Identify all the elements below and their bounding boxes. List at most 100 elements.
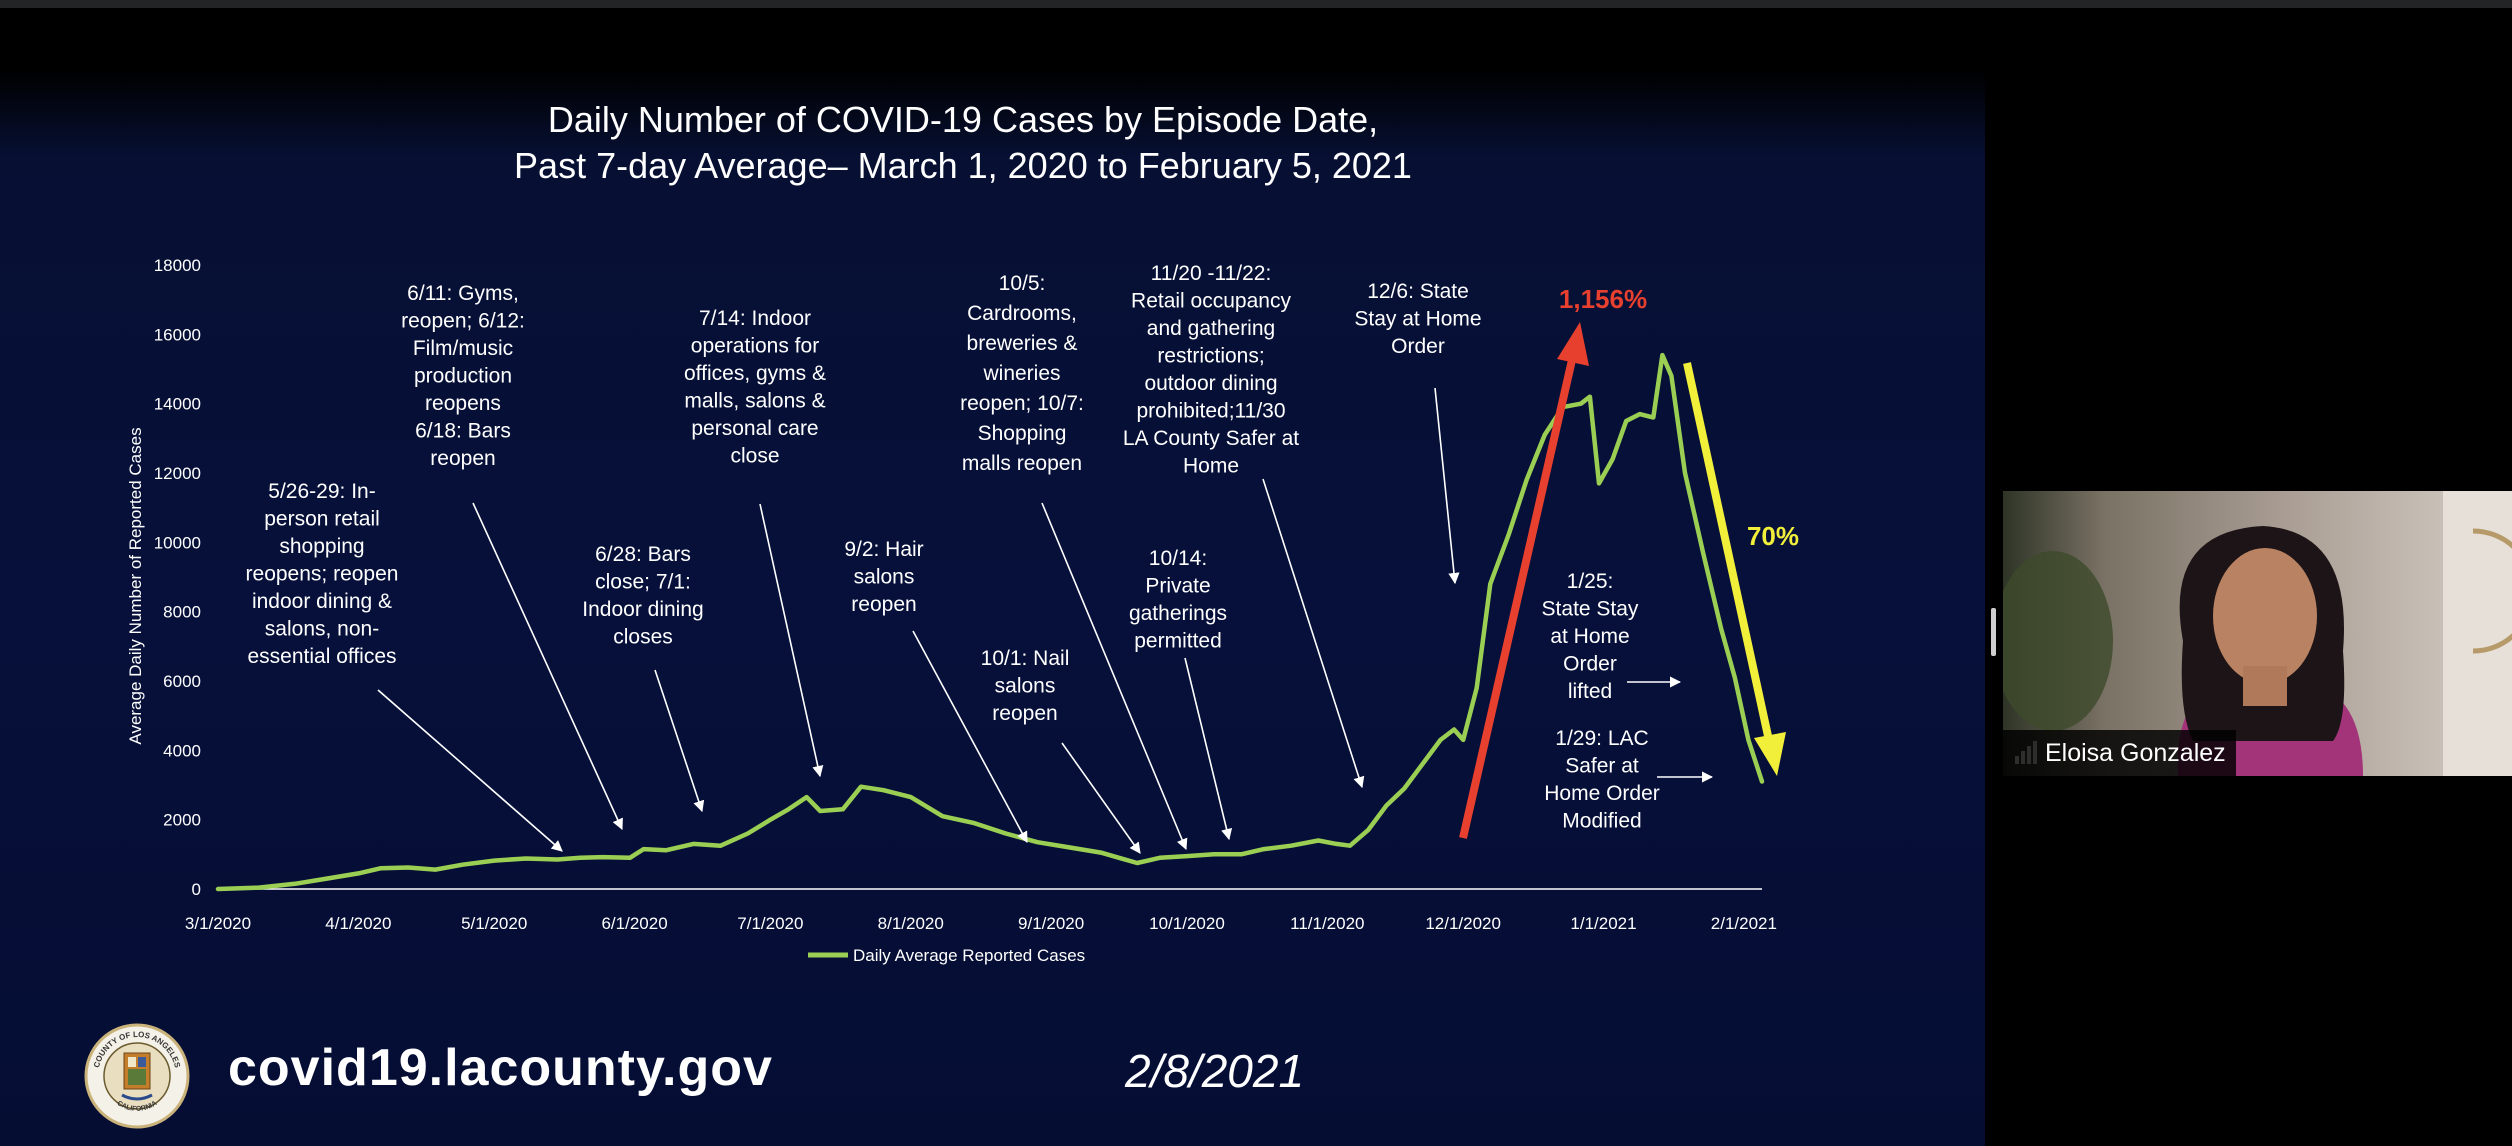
- annotation-line: close; 7/1:: [595, 571, 691, 594]
- y-tick-label: 18000: [154, 256, 201, 275]
- annotation-line: reopen; 6/12:: [401, 310, 525, 333]
- annotation-line: and gathering: [1147, 317, 1275, 340]
- annotation-line: Cardrooms,: [967, 302, 1077, 325]
- panel-resize-handle[interactable]: [1991, 608, 1996, 656]
- annotation-line: permitted: [1134, 630, 1222, 653]
- annotation-line: person retail: [264, 508, 380, 531]
- annotation-line: salons, non-: [265, 618, 379, 641]
- y-tick-label: 0: [192, 880, 201, 899]
- annotation-line: reopens: [425, 392, 501, 415]
- annotation-line: Home Order: [1544, 782, 1660, 805]
- increase-arrow-shaft: [1459, 359, 1576, 839]
- annotation-line: 12/6: State: [1367, 280, 1469, 303]
- annotation-line: Indoor dining: [582, 598, 703, 621]
- annotation-arrow: [1041, 502, 1188, 851]
- annotation-arrow: [1061, 742, 1141, 854]
- annotation-line: Stay at Home: [1354, 308, 1481, 331]
- x-tick-label: 4/1/2020: [325, 914, 391, 933]
- annotation-line: 10/5:: [999, 272, 1046, 295]
- annotation-line: operations for: [691, 335, 819, 358]
- x-tick-label: 12/1/2020: [1425, 914, 1501, 933]
- annotation-arrow: [912, 630, 1028, 843]
- annotation-line: prohibited;11/30: [1136, 400, 1285, 423]
- participant-name-label: Eloisa Gonzalez: [2003, 730, 2236, 776]
- county-seal-logo: COUNTY OF LOS ANGELES CALIFORNIA: [84, 1023, 190, 1129]
- x-tick-label: 8/1/2020: [878, 914, 944, 933]
- annotation-line: 1/25:: [1567, 570, 1614, 593]
- annotation-11: 1/29: LAC Safer at Home Order Modified: [1544, 727, 1714, 833]
- annotation-line: reopen; 10/7:: [960, 392, 1084, 415]
- annotation-line: outdoor dining: [1144, 372, 1277, 395]
- participant-video-tile[interactable]: Eloisa Gonzalez: [2003, 491, 2512, 776]
- top-bar: [0, 0, 2512, 8]
- y-tick-label: 8000: [163, 603, 201, 622]
- annotation-line: 6/18: Bars: [415, 420, 511, 443]
- series-line-daily-average: [215, 352, 1765, 892]
- annotation-line: reopen: [992, 702, 1057, 725]
- x-tick-label: 1/1/2021: [1570, 914, 1636, 933]
- decrease-arrow-shaft: [1683, 362, 1772, 737]
- annotation-9: 12/6: State Stay at Home Order: [1354, 280, 1482, 585]
- decrease-arrow-head: [1754, 732, 1786, 776]
- y-tick-label: 6000: [163, 672, 201, 691]
- annotation-line: personal care: [691, 417, 818, 440]
- annotation-7: 10/14: Private gatherings permitted: [1129, 547, 1233, 841]
- y-tick-label: 12000: [154, 464, 201, 483]
- x-tick-label: 3/1/2020: [185, 914, 251, 933]
- annotation-line: offices, gyms &: [684, 362, 826, 385]
- slide-date: 2/8/2021: [1125, 1045, 1305, 1097]
- annotation-line: Home: [1183, 455, 1239, 478]
- x-tick-label: 10/1/2020: [1149, 914, 1225, 933]
- annotation-line: malls reopen: [962, 452, 1082, 475]
- y-axis-title: Average Daily Number of Reported Cases: [126, 427, 145, 744]
- chart-annotations: 5/26-29: In-person retailshoppingreopens…: [246, 262, 1714, 854]
- increase-arrow-head: [1557, 322, 1589, 366]
- annotation-line: production: [414, 365, 512, 388]
- x-tick-label: 6/1/2020: [601, 914, 667, 933]
- annotation-line: salons: [854, 566, 915, 589]
- annotation-line: 11/20 -11/22:: [1151, 262, 1272, 285]
- annotation-5: 10/1: Nail salons reopen: [981, 647, 1141, 854]
- x-tick-label: 11/1/2020: [1290, 914, 1364, 933]
- chart-title-line-1: Past 7-day Average– March 1, 2020 to Feb…: [514, 145, 1412, 186]
- y-axis-label: Average Daily Number of Reported Cases: [126, 427, 145, 744]
- y-tick-label: 2000: [163, 811, 201, 830]
- annotation-line: 10/1: Nail: [981, 647, 1070, 670]
- chart-title: Daily Number of COVID-19 Cases by Episod…: [514, 99, 1412, 186]
- annotation-line: 6/11: Gyms,: [407, 282, 519, 305]
- annotation-arrow: [1184, 657, 1233, 841]
- annotation-line: Modified: [1562, 810, 1641, 833]
- annotation-line: Retail occupancy: [1131, 290, 1291, 313]
- y-tick-label: 4000: [163, 741, 201, 760]
- annotation-line: Private: [1145, 575, 1210, 598]
- annotation-1: 6/11: Gyms, reopen; 6/12: Film/music produc…: [401, 282, 623, 831]
- x-axis-ticks: 3/1/2020 4/1/2020 5/1/2020 6/1/2020 7/1/2020…: [185, 914, 1777, 933]
- increase-highlight: 1,156%: [1459, 284, 1647, 839]
- annotation-line: State Stay: [1542, 598, 1639, 621]
- y-tick-label: 10000: [154, 533, 201, 552]
- annotation-line: reopens; reopen: [246, 563, 399, 586]
- annotation-line: at Home: [1550, 625, 1629, 648]
- annotation-line: 7/14: Indoor: [699, 307, 811, 330]
- annotation-arrow: [377, 689, 563, 852]
- annotation-2: 6/28: Bars close; 7/1: Indoor dining closes: [582, 543, 705, 813]
- annotation-line: Safer at: [1565, 755, 1639, 778]
- trend-highlights: 1,156% 70%: [1459, 284, 1799, 839]
- annotation-line: gatherings: [1129, 602, 1227, 625]
- annotation-line: 6/28: Bars: [595, 543, 691, 566]
- chart-title-line-0: Daily Number of COVID-19 Cases by Episod…: [548, 99, 1378, 140]
- annotation-line: closes: [613, 626, 673, 649]
- annotation-arrow: [654, 669, 705, 813]
- annotation-8: 11/20 -11/22: Retail occupancy and gatheri…: [1123, 262, 1365, 789]
- annotation-line: wineries: [982, 362, 1060, 385]
- annotation-4: 9/2: Hair salons reopen: [844, 538, 1028, 843]
- decrease-percent-label: 70%: [1747, 521, 1799, 551]
- annotation-line: 10/14:: [1149, 547, 1207, 570]
- annotation-0: 5/26-29: In-person retail shopping reopens…: [246, 480, 563, 852]
- annotation-6: 10/5: Cardrooms, breweries & wineries reopen…: [960, 272, 1188, 851]
- annotation-arrow: [472, 502, 623, 831]
- annotation-line: Order: [1391, 335, 1445, 358]
- annotation-10: 1/25: State Stay at Home Order lifted: [1542, 570, 1682, 703]
- y-tick-label: 16000: [154, 325, 201, 344]
- covid-cases-chart: Daily Number of COVID-19 Cases by Episod…: [126, 99, 1799, 965]
